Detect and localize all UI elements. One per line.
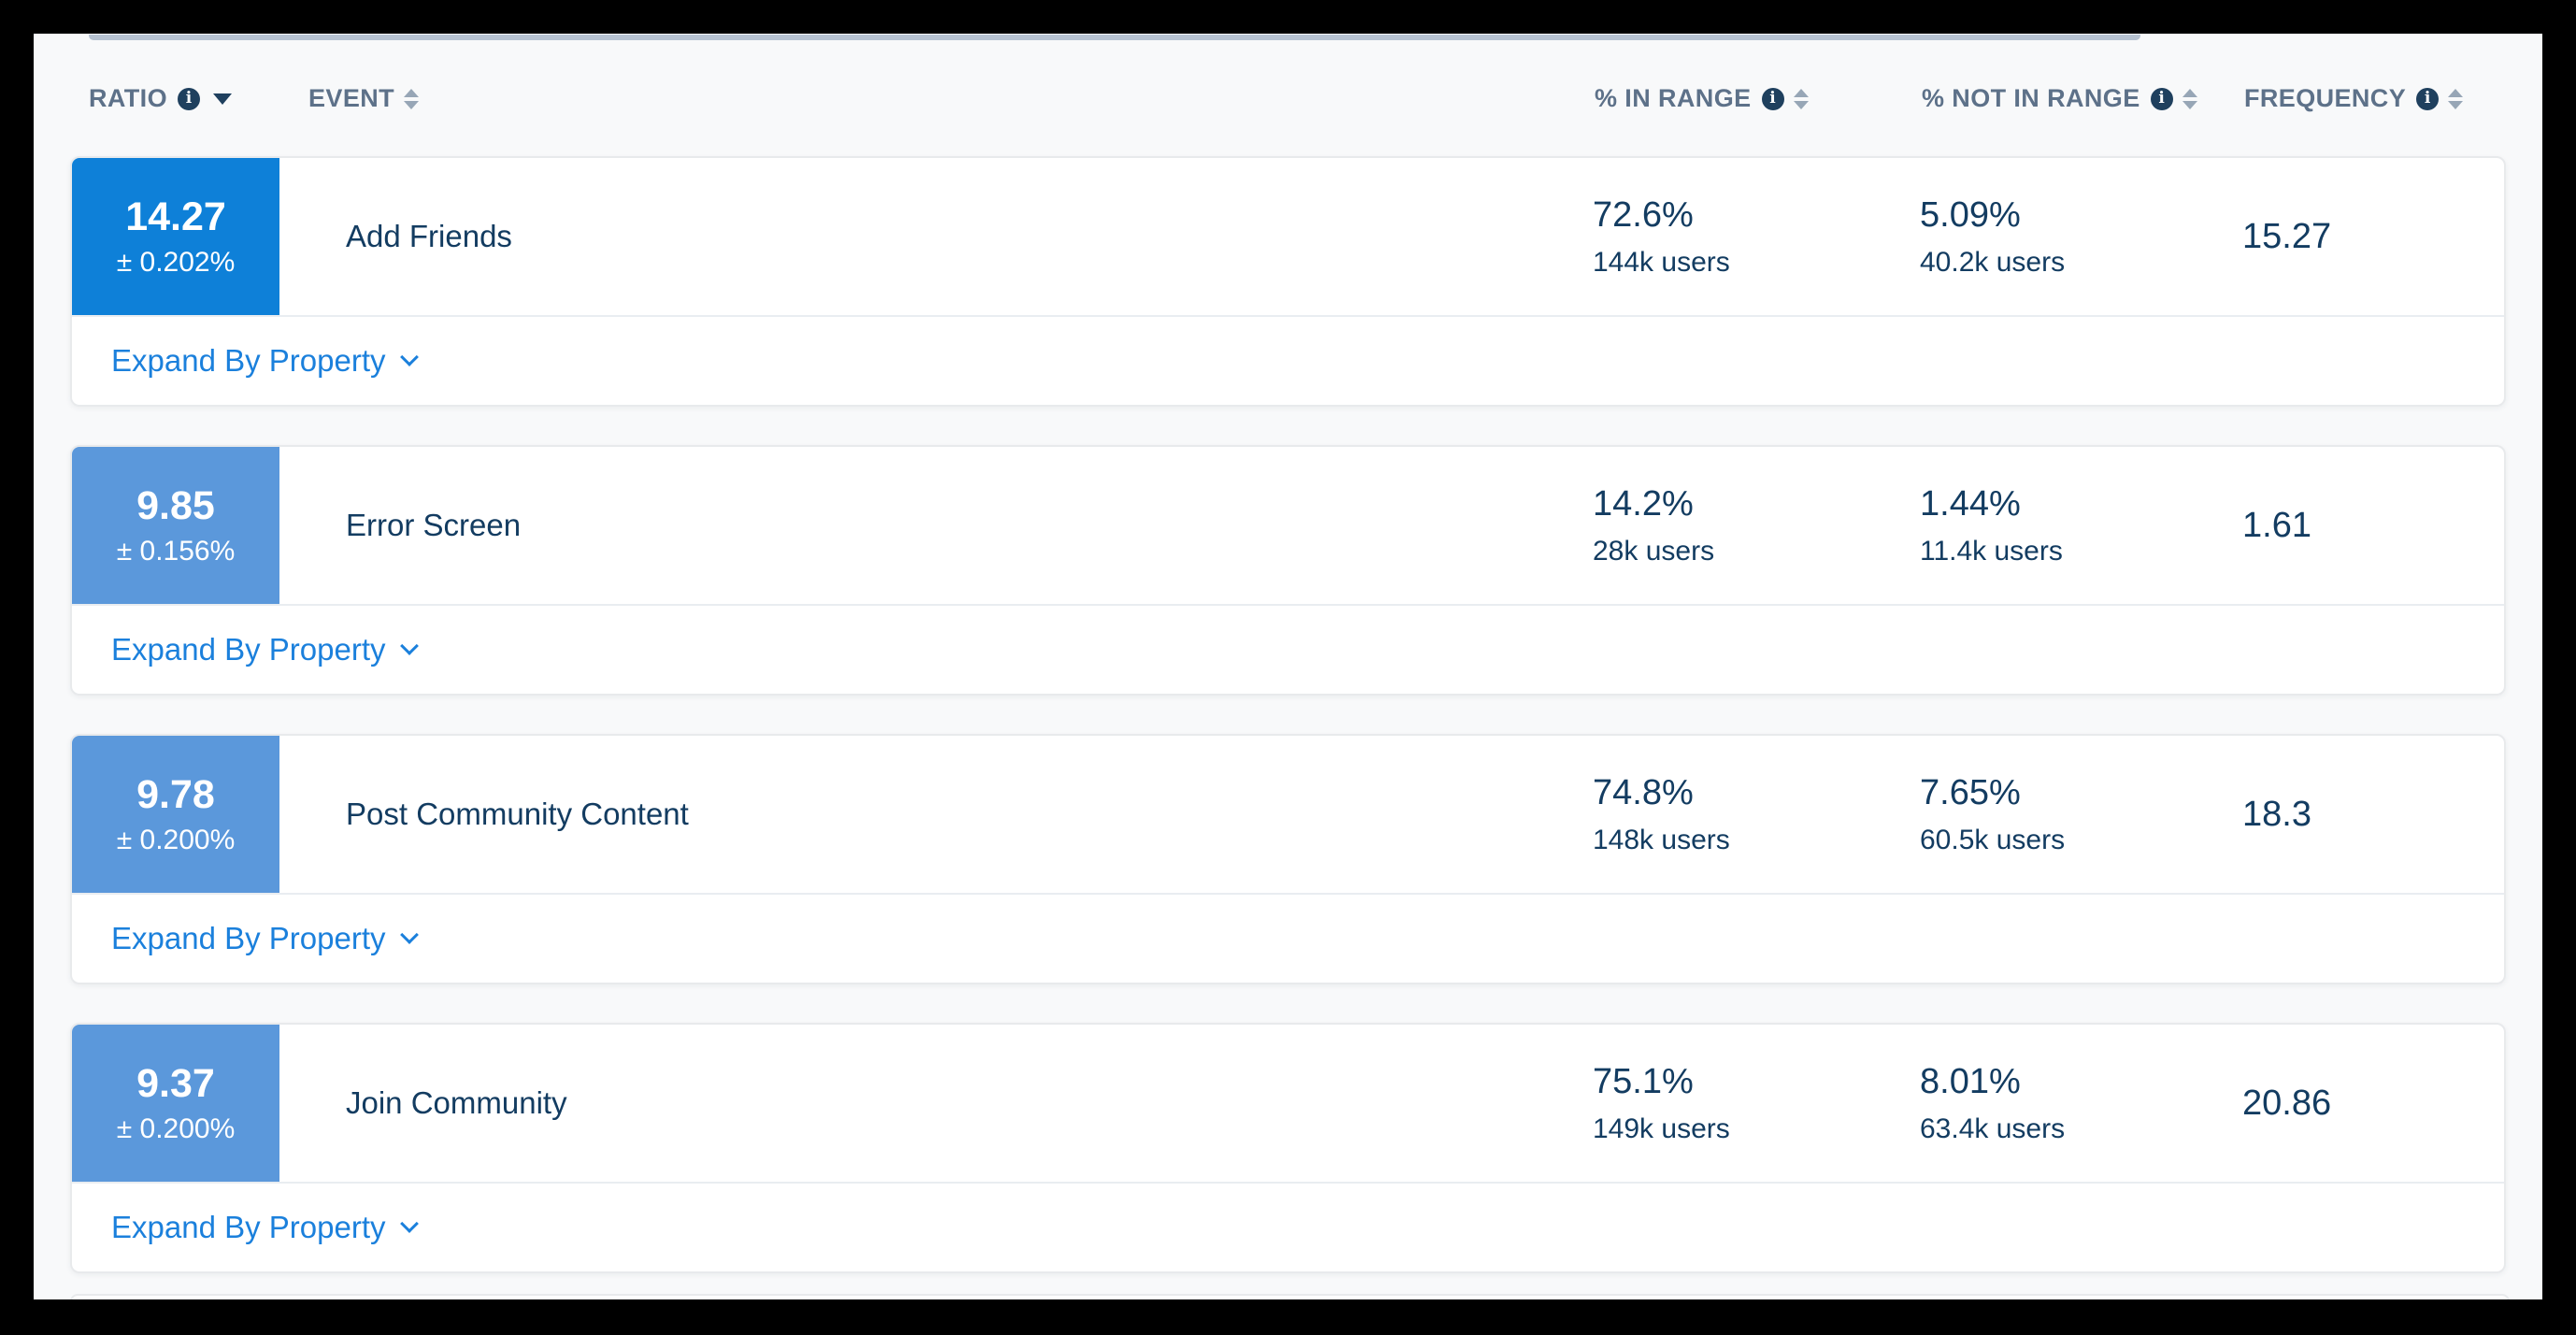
event-name: Add Friends — [346, 219, 512, 253]
not-in-range-users: 60.5k users — [1920, 824, 2066, 855]
column-header-event[interactable]: EVENT — [278, 41, 1595, 156]
event-name: Join Community — [346, 1085, 567, 1120]
not-in-range-pct: 5.09% — [1920, 194, 2021, 235]
event-card-add-friends: 14.27 ± 0.202% Add Friends 72.6% 144k us… — [70, 156, 2506, 407]
expand-by-property-row: Expand By Property — [72, 1182, 2504, 1271]
column-label-not-in-range: % NOT IN RANGE — [1922, 84, 2140, 112]
expand-by-property-link[interactable]: Expand By Property — [111, 1210, 419, 1245]
chevron-down-icon — [399, 637, 419, 655]
info-icon[interactable] — [2150, 87, 2173, 110]
expand-by-property-row: Expand By Property — [72, 604, 2504, 694]
sort-icon — [2448, 88, 2464, 109]
column-label-in-range: % IN RANGE — [1595, 84, 1752, 112]
chevron-down-icon — [399, 348, 419, 366]
event-card-error-screen: 9.85 ± 0.156% Error Screen 14.2% 28k use… — [70, 445, 2506, 696]
not-in-range-cell: 1.44% 11.4k users — [1920, 447, 2242, 604]
in-range-users: 148k users — [1593, 824, 1730, 855]
column-label-event: EVENT — [308, 84, 395, 112]
column-label-ratio: RATIO — [89, 84, 167, 112]
chevron-down-icon — [399, 926, 419, 944]
expand-by-property-label: Expand By Property — [111, 921, 386, 955]
in-range-cell: 74.8% 148k users — [1593, 736, 1920, 893]
event-name: Post Community Content — [346, 797, 689, 831]
next-card-top-edge — [70, 1294, 2510, 1299]
sort-desc-icon — [213, 93, 232, 105]
column-header-ratio[interactable]: RATIO — [70, 41, 278, 156]
not-in-range-cell: 5.09% 40.2k users — [1920, 158, 2242, 315]
expand-by-property-row: Expand By Property — [72, 893, 2504, 983]
event-cell: Join Community — [279, 1025, 1593, 1182]
in-range-cell: 14.2% 28k users — [1593, 447, 1920, 604]
table-header: RATIO EVENT % IN RANGE % NOT IN RANGE FR… — [70, 41, 2506, 156]
frequency-value: 20.86 — [2242, 1083, 2332, 1123]
not-in-range-users: 40.2k users — [1920, 246, 2066, 278]
ratio-value: 14.27 — [125, 194, 226, 239]
expand-by-property-label: Expand By Property — [111, 1210, 386, 1244]
in-range-cell: 72.6% 144k users — [1593, 158, 1920, 315]
ratio-badge: 9.78 ± 0.200% — [72, 736, 279, 893]
info-icon[interactable] — [178, 87, 200, 110]
event-name: Error Screen — [346, 508, 522, 542]
ratio-margin: ± 0.156% — [116, 536, 236, 567]
sort-icon — [1793, 88, 1809, 109]
analytics-table-panel: RATIO EVENT % IN RANGE % NOT IN RANGE FR… — [34, 34, 2542, 1299]
in-range-pct: 75.1% — [1593, 1061, 1694, 1101]
ratio-margin: ± 0.200% — [116, 1113, 236, 1144]
in-range-users: 144k users — [1593, 246, 1730, 278]
column-header-not-in-range[interactable]: % NOT IN RANGE — [1922, 41, 2244, 156]
column-header-frequency[interactable]: FREQUENCY — [2244, 41, 2506, 156]
in-range-pct: 74.8% — [1593, 772, 1694, 812]
event-card-post-community-content: 9.78 ± 0.200% Post Community Content 74.… — [70, 734, 2506, 984]
expand-by-property-row: Expand By Property — [72, 315, 2504, 405]
in-range-pct: 14.2% — [1593, 483, 1694, 524]
event-cell: Error Screen — [279, 447, 1593, 604]
ratio-badge: 9.37 ± 0.200% — [72, 1025, 279, 1182]
ratio-badge: 9.85 ± 0.156% — [72, 447, 279, 604]
ratio-value: 9.78 — [136, 772, 215, 817]
not-in-range-cell: 8.01% 63.4k users — [1920, 1025, 2242, 1182]
event-cell: Post Community Content — [279, 736, 1593, 893]
table-row: 9.37 ± 0.200% Join Community 75.1% 149k … — [72, 1025, 2504, 1182]
column-label-frequency: FREQUENCY — [2244, 84, 2407, 112]
frequency-value: 1.61 — [2242, 505, 2311, 545]
ratio-margin: ± 0.202% — [116, 247, 236, 278]
sort-icon — [2182, 88, 2197, 109]
ratio-margin: ± 0.200% — [116, 825, 236, 855]
chevron-down-icon — [399, 1214, 419, 1233]
event-card-join-community: 9.37 ± 0.200% Join Community 75.1% 149k … — [70, 1023, 2506, 1273]
not-in-range-pct: 7.65% — [1920, 772, 2021, 812]
ratio-value: 9.85 — [136, 483, 215, 528]
frequency-value: 15.27 — [2242, 216, 2332, 256]
ratio-value: 9.37 — [136, 1061, 215, 1106]
scrolled-card-bottom-edge — [89, 35, 2140, 40]
expand-by-property-link[interactable]: Expand By Property — [111, 921, 419, 956]
frequency-value: 18.3 — [2242, 794, 2311, 834]
sort-icon — [404, 88, 420, 109]
in-range-users: 28k users — [1593, 535, 1715, 567]
not-in-range-cell: 7.65% 60.5k users — [1920, 736, 2242, 893]
not-in-range-users: 11.4k users — [1920, 535, 2063, 567]
in-range-users: 149k users — [1593, 1112, 1730, 1144]
expand-by-property-label: Expand By Property — [111, 632, 386, 667]
in-range-cell: 75.1% 149k users — [1593, 1025, 1920, 1182]
info-icon[interactable] — [1761, 87, 1784, 110]
expand-by-property-link[interactable]: Expand By Property — [111, 343, 419, 379]
expand-by-property-label: Expand By Property — [111, 343, 386, 378]
table-row: 14.27 ± 0.202% Add Friends 72.6% 144k us… — [72, 158, 2504, 315]
info-icon[interactable] — [2416, 87, 2440, 110]
ratio-badge: 14.27 ± 0.202% — [72, 158, 279, 315]
column-header-in-range[interactable]: % IN RANGE — [1595, 41, 1922, 156]
expand-by-property-link[interactable]: Expand By Property — [111, 632, 419, 668]
table-row: 9.85 ± 0.156% Error Screen 14.2% 28k use… — [72, 447, 2504, 604]
in-range-pct: 72.6% — [1593, 194, 1694, 235]
event-cell: Add Friends — [279, 158, 1593, 315]
not-in-range-pct: 8.01% — [1920, 1061, 2021, 1101]
not-in-range-users: 63.4k users — [1920, 1112, 2066, 1144]
table-row: 9.78 ± 0.200% Post Community Content 74.… — [72, 736, 2504, 893]
not-in-range-pct: 1.44% — [1920, 483, 2021, 524]
